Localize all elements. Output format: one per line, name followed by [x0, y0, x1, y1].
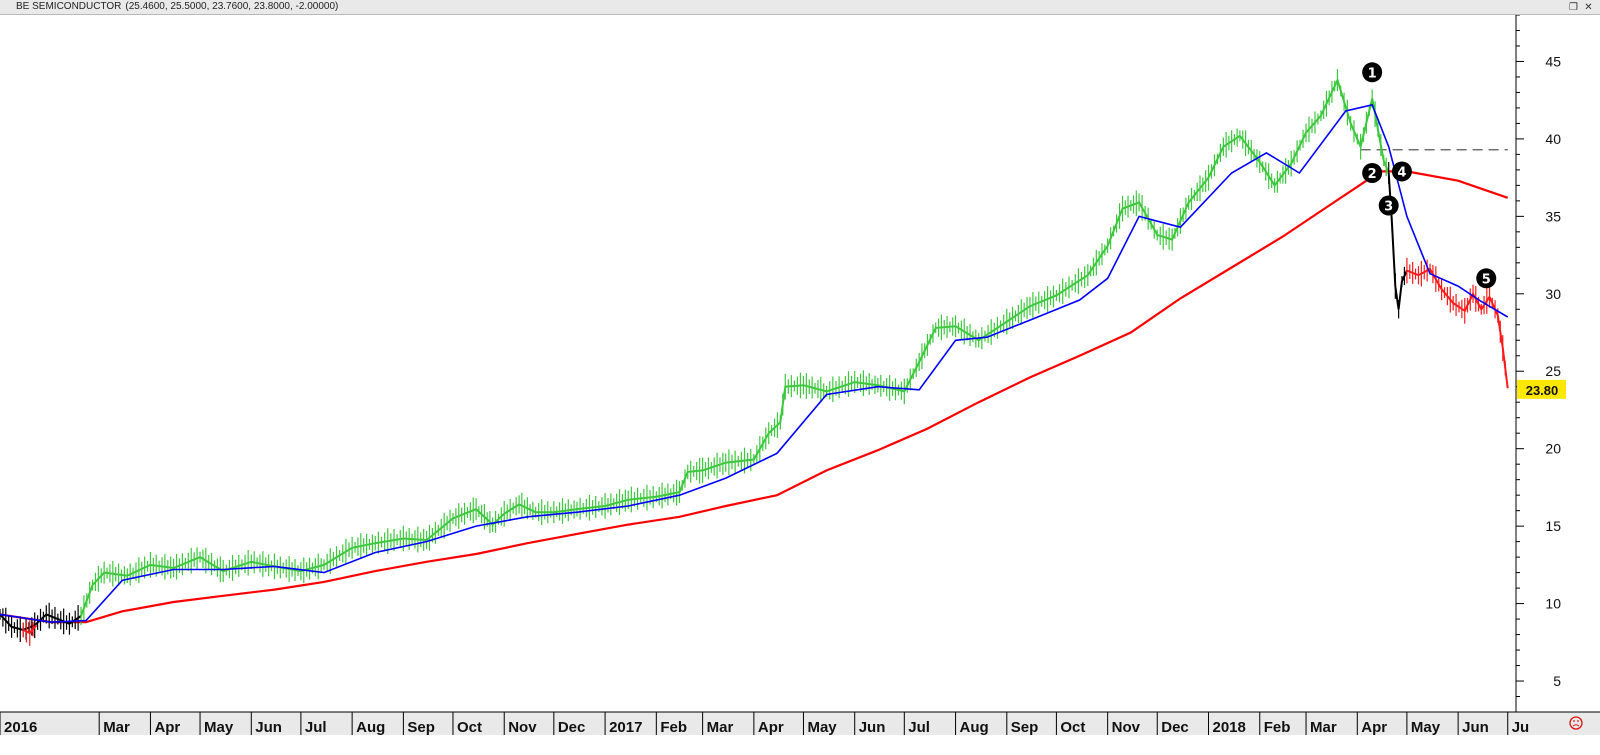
- x-tick-label: Jun: [1462, 719, 1489, 736]
- long-moving-average: [0, 170, 1509, 624]
- x-tick-label: Nov: [508, 719, 537, 736]
- price-segment-up: [80, 77, 1390, 617]
- x-tick-label: Feb: [1264, 719, 1291, 736]
- x-tick-label: 2018: [1213, 719, 1246, 736]
- x-tick-label: Apr: [154, 719, 180, 736]
- chart-title-bar: BE SEMICONDUCTOR (25.4600, 25.5000, 23.76…: [0, 0, 1600, 15]
- instrument-name: BE SEMICONDUCTOR: [16, 1, 122, 12]
- y-tick-label: 45: [1545, 53, 1561, 69]
- short-moving-average: [0, 103, 1509, 624]
- price-series: [0, 69, 1509, 646]
- x-tick-label: Aug: [960, 719, 989, 736]
- face-eye-left: [1573, 720, 1575, 722]
- restore-icon[interactable]: ❐: [1569, 1, 1578, 13]
- x-tick-label: May: [807, 719, 837, 736]
- x-tick-label: Apr: [1361, 719, 1387, 736]
- window-controls: ❐ ✕: [1568, 0, 1594, 14]
- y-tick-label: 25: [1545, 363, 1561, 379]
- annotation-marker-5: [1476, 268, 1497, 289]
- x-tick-label: Apr: [758, 719, 784, 736]
- x-tick-label: Mar: [707, 719, 734, 736]
- close-icon[interactable]: ✕: [1584, 1, 1593, 13]
- x-tick-label: Oct: [1060, 719, 1085, 736]
- x-tick-label: Jul: [305, 719, 327, 736]
- annotation-label-3: 3: [1384, 200, 1393, 215]
- annotation-label-2: 2: [1368, 167, 1377, 182]
- x-tick-label: Mar: [103, 719, 130, 736]
- chart-title: BE SEMICONDUCTOR (25.4600, 25.5000, 23.76…: [16, 1, 338, 13]
- ma-short-line: [0, 103, 1509, 624]
- last-price-tag: 23.80: [1517, 379, 1566, 399]
- annotation-marker-2: [1362, 162, 1383, 183]
- x-tick-label: Feb: [660, 719, 687, 736]
- last-price-box: [1517, 379, 1566, 399]
- x-tick-label: Mar: [1310, 719, 1337, 736]
- x-tick-label: Jun: [255, 719, 282, 736]
- x-axis-strip: [0, 712, 1600, 735]
- y-tick-label: 10: [1545, 596, 1561, 612]
- y-tick-label: 30: [1545, 286, 1561, 302]
- x-tick-label: Aug: [356, 719, 385, 736]
- x-tick-label: Jul: [908, 719, 930, 736]
- ma-long-line: [0, 170, 1509, 624]
- x-tick-label: Jun: [859, 719, 886, 736]
- x-tick-label: Sep: [1011, 719, 1039, 736]
- y-tick-label: 40: [1545, 131, 1561, 147]
- y-axis: 5 10 15 20 25 30 35 40 45: [1516, 15, 1561, 713]
- x-tick-label: Dec: [1161, 719, 1189, 736]
- price-segment-neutral: [1387, 172, 1408, 310]
- annotation-marker-3: [1378, 195, 1399, 216]
- x-tick-label: Dec: [558, 719, 586, 736]
- annotations: 1 2 3 4 5: [1362, 62, 1497, 289]
- axis-frame: [0, 15, 1600, 735]
- price-segment-down: [1406, 267, 1509, 389]
- y-tick-label: 15: [1545, 518, 1561, 534]
- face-mouth: [1572, 724, 1580, 727]
- sad-face-icon[interactable]: [1569, 716, 1583, 730]
- annotation-label-5: 5: [1482, 272, 1491, 287]
- last-price-value: 23.80: [1526, 383, 1559, 398]
- annotation-marker-4: [1391, 161, 1412, 182]
- x-tick-label: Ju: [1512, 719, 1530, 736]
- x-tick-label: Nov: [1112, 719, 1141, 736]
- x-tick-label: Sep: [407, 719, 435, 736]
- x-tick-label: May: [1411, 719, 1441, 736]
- x-axis: 2016 Mar Apr May Jun Jul Aug Sep Oct Nov Dec 2017 Fe…: [0, 712, 1529, 736]
- annotation-label-4: 4: [1397, 165, 1406, 180]
- y-tick-label: 35: [1545, 208, 1561, 224]
- y-tick-label: 5: [1553, 673, 1561, 689]
- annotation-label-1: 1: [1368, 66, 1377, 81]
- x-tick-label: 2016: [4, 719, 37, 736]
- ohlc-values: (25.4600, 25.5000, 23.7600, 23.8000, -2.…: [125, 1, 339, 12]
- x-tick-label: 2017: [609, 719, 642, 736]
- face-eye-right: [1577, 720, 1579, 722]
- face-outline: [1569, 716, 1583, 730]
- y-tick-label: 20: [1545, 441, 1561, 457]
- x-tick-label: Oct: [457, 719, 482, 736]
- annotation-marker-1: [1362, 62, 1383, 83]
- x-tick-label: May: [204, 719, 234, 736]
